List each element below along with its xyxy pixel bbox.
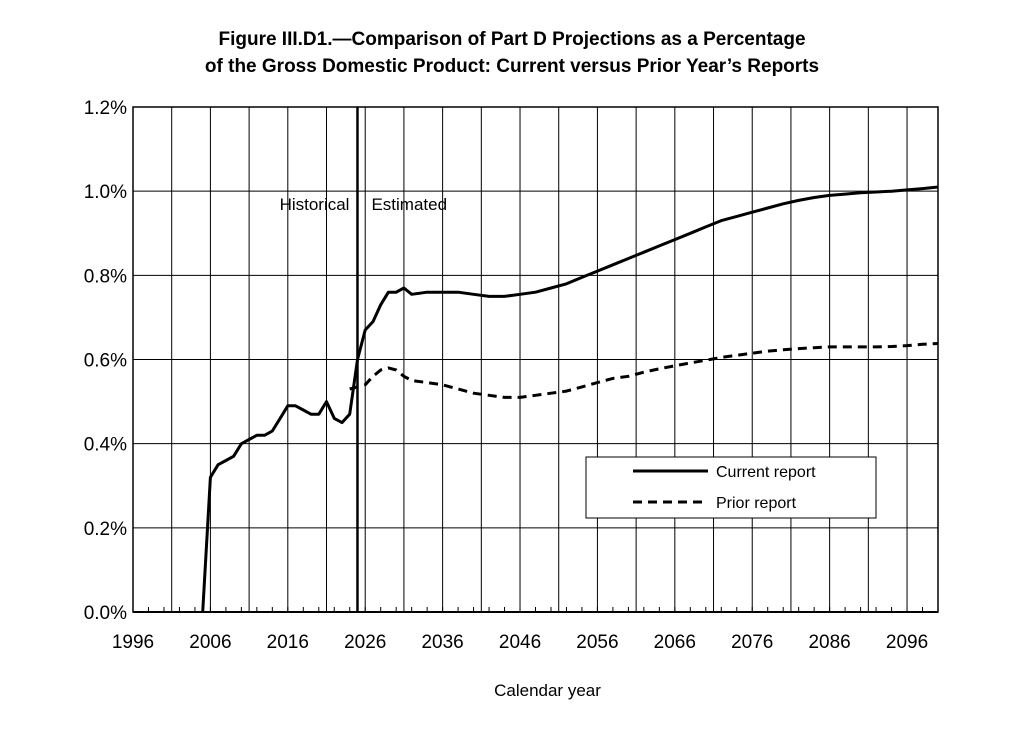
x-tick-label: 2056 [576, 632, 618, 653]
annotations: Historical Estimated [280, 195, 448, 214]
series-lines [201, 185, 939, 613]
x-tick-label: 2066 [654, 632, 696, 653]
chart-title-line-1: Figure III.D1.—Comparison of Part D Proj… [218, 29, 806, 50]
x-tick-label: 2006 [189, 632, 231, 653]
x-tick-label: 1996 [112, 632, 154, 653]
chart-title: Figure III.D1.—Comparison of Part D Proj… [0, 26, 1024, 80]
legend: Current report Prior report [585, 456, 877, 519]
series-line-prior-report [349, 342, 939, 399]
annotation-estimated: Estimated [371, 195, 447, 214]
legend-label-prior-report: Prior report [716, 495, 797, 512]
y-tick-label: 0.0% [84, 603, 127, 624]
x-tick-label: 2046 [499, 632, 541, 653]
legend-box [585, 456, 877, 519]
y-tick-label: 0.8% [84, 266, 127, 287]
x-axis-label: Calendar year [494, 681, 601, 700]
y-tick-label: 0.2% [84, 519, 127, 540]
series-line-current-report [201, 185, 939, 613]
x-tick-label: 2016 [267, 632, 309, 653]
x-tick-label: 2086 [808, 632, 850, 653]
annotation-historical: Historical [280, 195, 350, 214]
chart-title-line-2: of the Gross Domestic Product: Current v… [204, 56, 820, 77]
y-tick-label: 0.6% [84, 351, 127, 372]
grid-lines [133, 106, 938, 613]
y-tick-label: 1.0% [84, 182, 127, 203]
axes [132, 106, 939, 613]
legend-label-current-report: Current report [716, 464, 816, 481]
x-tick-label: 2026 [344, 632, 386, 653]
tick-labels: 0.0% 0.2% 0.4% 0.6% 0.8% 1.0% 1.2% 1996 2006 2016… [84, 98, 928, 653]
y-tick-label: 1.2% [84, 98, 127, 119]
y-tick-label: 0.4% [84, 435, 127, 456]
x-tick-label: 2076 [731, 632, 773, 653]
x-tick-label: 2096 [886, 632, 928, 653]
x-tick-label: 2036 [421, 632, 463, 653]
